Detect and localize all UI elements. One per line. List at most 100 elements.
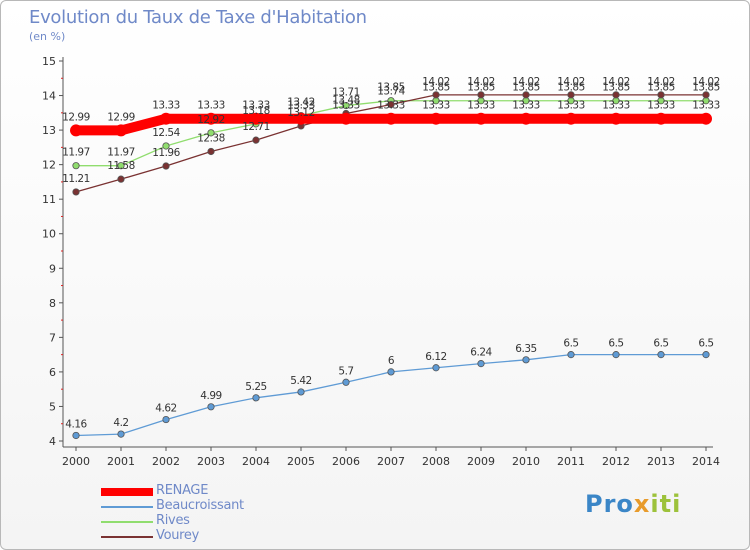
data-point: [477, 360, 485, 368]
data-point: [655, 112, 667, 125]
data-label: 4.99: [200, 390, 221, 402]
x-tick-label: 2007: [377, 455, 405, 468]
x-tick-label: 2013: [647, 455, 675, 468]
data-label: 6.5: [608, 338, 623, 350]
data-point: [385, 112, 397, 125]
data-point: [340, 112, 352, 125]
data-label: 11.96: [152, 147, 180, 159]
legend-label: Vourey: [156, 528, 200, 543]
data-point: [565, 112, 577, 125]
data-point: [702, 91, 710, 99]
data-label: 12.38: [197, 133, 225, 145]
data-point: [295, 112, 307, 125]
data-point: [207, 403, 215, 411]
x-tick-label: 2001: [107, 455, 135, 468]
chart-title: Evolution du Taux de Taxe d'Habitation: [29, 7, 367, 28]
data-label: 5.25: [245, 381, 266, 393]
data-label: 13.33: [557, 100, 585, 112]
data-label: 13.85: [602, 82, 630, 94]
data-point: [522, 91, 530, 99]
data-label: 13.33: [242, 100, 270, 112]
data-label: 14.02: [647, 76, 675, 88]
data-point: [702, 351, 710, 359]
data-point: [430, 112, 442, 125]
data-point: [72, 188, 80, 196]
data-point: [250, 112, 262, 125]
data-label: 13.85: [467, 82, 495, 94]
data-point: [520, 112, 532, 125]
data-label: 5.42: [290, 375, 311, 387]
x-tick-label: 2011: [557, 455, 585, 468]
data-label: 13.33: [467, 100, 495, 112]
legend-swatch: [101, 536, 153, 538]
data-label: 14.02: [557, 76, 585, 88]
legend-swatch: [101, 488, 153, 496]
data-point: [162, 162, 170, 170]
data-point: [115, 124, 127, 137]
data-label: 4.62: [155, 403, 176, 415]
x-tick-label: 2005: [287, 455, 315, 468]
data-label: 6: [388, 355, 395, 367]
data-label: 12.54: [152, 127, 180, 139]
data-label: 13.85: [647, 82, 675, 94]
x-tick-label: 2014: [692, 455, 720, 468]
data-point: [612, 351, 620, 359]
y-tick-label: 10: [42, 228, 56, 241]
data-label: 11.97: [62, 147, 90, 159]
x-tick-label: 2009: [467, 455, 495, 468]
data-label: 14.02: [422, 76, 450, 88]
data-label: 11.21: [62, 173, 90, 185]
data-point: [207, 129, 215, 137]
data-label: 13.33: [692, 100, 720, 112]
data-point: [297, 388, 305, 396]
y-tick-label: 15: [42, 55, 56, 68]
data-point: [567, 351, 575, 359]
x-tick-label: 2004: [242, 455, 270, 468]
data-label: 4.2: [113, 417, 128, 429]
y-tick-label: 13: [42, 124, 56, 137]
data-point: [475, 112, 487, 125]
data-label: 14.02: [512, 76, 540, 88]
data-point: [162, 142, 170, 150]
data-point: [610, 112, 622, 125]
y-tick-label: 8: [49, 297, 56, 310]
legend-label: Rives: [156, 513, 190, 528]
data-label: 13.12: [287, 107, 315, 119]
data-label: 12.71: [242, 121, 270, 133]
data-label: 4.16: [65, 418, 87, 430]
data-point: [432, 91, 440, 99]
x-tick-label: 2012: [602, 455, 630, 468]
data-label: 14.02: [602, 76, 630, 88]
data-label: 14.02: [692, 76, 720, 88]
legend-swatch: [101, 506, 153, 508]
y-tick-label: 6: [49, 366, 56, 379]
y-tick-label: 5: [49, 400, 56, 413]
data-label: 6.5: [563, 338, 578, 350]
data-point: [342, 378, 350, 386]
y-tick-label: 7: [49, 331, 56, 344]
x-tick-label: 2010: [512, 455, 540, 468]
x-tick-label: 2002: [152, 455, 180, 468]
y-tick-label: 9: [49, 262, 56, 275]
data-label: 13.71: [332, 87, 360, 99]
data-label: 5.7: [338, 365, 353, 377]
data-label: 6.12: [425, 351, 446, 363]
data-label: 6.5: [698, 338, 713, 350]
data-point: [252, 136, 260, 144]
data-point: [117, 175, 125, 183]
data-label: 13.33: [422, 100, 450, 112]
x-tick-label: 2003: [197, 455, 225, 468]
data-label: 12.92: [197, 114, 225, 126]
y-tick-label: 11: [42, 193, 56, 206]
data-label: 13.48: [332, 95, 360, 107]
data-point: [477, 91, 485, 99]
data-point: [162, 415, 170, 424]
data-point: [387, 100, 395, 109]
x-tick-label: 2006: [332, 455, 360, 468]
legend-label: RENAGE: [156, 483, 209, 498]
data-label: 14.02: [467, 76, 495, 88]
data-label: 13.33: [647, 100, 675, 112]
data-label: 12.99: [62, 111, 90, 123]
